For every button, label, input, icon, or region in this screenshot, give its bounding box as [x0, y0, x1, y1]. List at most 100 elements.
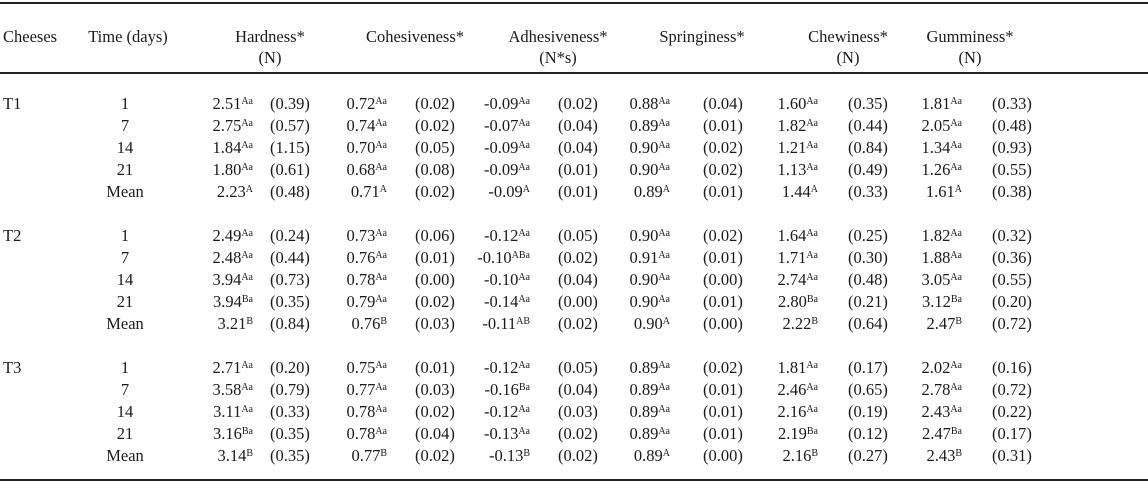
value-number: 1.84 — [212, 138, 242, 157]
std-deviation: (0.84) — [270, 314, 310, 333]
mean-value: -0.09Aa — [484, 159, 530, 181]
std-deviation: (0.33) — [848, 182, 888, 201]
time-cell: 1 — [120, 358, 130, 377]
std-deviation: (0.05) — [558, 226, 598, 245]
table-row: 14 3.94Aa (0.73) 0.78Aa (0.00) -0.10Aa (0.04) 0… — [0, 269, 1148, 291]
table-row: Mean 2.23A (0.48) 0.71A (0.02) -0.09A (0.01) 0.… — [0, 181, 1148, 203]
significance-superscript: Aa — [658, 404, 670, 415]
mean-value: 1.82Aa — [921, 225, 962, 247]
value-number: 0.75 — [346, 358, 376, 377]
significance-superscript: Aa — [241, 360, 253, 371]
mean-value: 3.11Aa — [213, 401, 253, 423]
time-cell: 14 — [116, 138, 134, 157]
std-deviation: (0.49) — [848, 160, 888, 179]
std-deviation: (0.01) — [415, 248, 455, 267]
std-deviation: (0.01) — [703, 116, 743, 135]
mean-value: 0.90Aa — [629, 137, 670, 159]
mean-value: 0.91Aa — [629, 247, 670, 269]
table-header-rule — [0, 72, 1148, 74]
significance-superscript: Aa — [806, 272, 818, 283]
mean-value: 0.90Aa — [629, 291, 670, 313]
significance-superscript: Aa — [375, 426, 387, 437]
significance-superscript: Aa — [950, 360, 962, 371]
value-number: 2.02 — [921, 358, 951, 377]
value-number: 3.58 — [212, 380, 242, 399]
std-deviation: (0.79) — [270, 380, 310, 399]
significance-superscript: Aa — [375, 162, 387, 173]
std-deviation: (0.57) — [270, 116, 310, 135]
value-number: 2.43 — [921, 402, 951, 421]
value-number: 3.21 — [217, 314, 247, 333]
mean-value: 2.16B — [782, 445, 818, 467]
significance-superscript: Aa — [658, 250, 670, 261]
mean-value: 3.12Ba — [922, 291, 962, 313]
std-deviation: (0.03) — [415, 314, 455, 333]
significance-superscript: Aa — [806, 382, 818, 393]
value-number: 0.74 — [346, 116, 376, 135]
significance-superscript: Aa — [950, 382, 962, 393]
column-header-label: Hardness* — [235, 27, 305, 46]
std-deviation: (0.03) — [558, 402, 598, 421]
mean-value: -0.09Aa — [484, 137, 530, 159]
value-number: 0.90 — [629, 160, 659, 179]
significance-superscript: Aa — [518, 426, 530, 437]
std-deviation: (0.02) — [415, 94, 455, 113]
value-number: 1.88 — [921, 248, 951, 267]
significance-superscript: Aa — [518, 228, 530, 239]
value-number: 2.23 — [216, 182, 246, 201]
std-deviation: (0.64) — [848, 314, 888, 333]
significance-superscript: Aa — [375, 294, 387, 305]
std-deviation: (0.02) — [415, 402, 455, 421]
time-cell: 1 — [120, 226, 130, 245]
value-number: 0.89 — [629, 358, 659, 377]
std-deviation: (0.02) — [703, 226, 743, 245]
time-cell: Mean — [106, 182, 144, 201]
std-deviation: (0.22) — [992, 402, 1032, 421]
value-number: 0.90 — [629, 270, 659, 289]
std-deviation: (0.35) — [848, 94, 888, 113]
value-number: -0.07 — [483, 116, 519, 135]
significance-superscript: Aa — [658, 382, 670, 393]
std-deviation: (0.93) — [992, 138, 1032, 157]
value-number: 0.78 — [346, 402, 376, 421]
significance-superscript: Aa — [658, 162, 670, 173]
mean-value: 0.78Aa — [346, 401, 387, 423]
std-deviation: (0.48) — [848, 270, 888, 289]
value-number: 0.88 — [629, 94, 659, 113]
std-deviation: (0.35) — [270, 424, 310, 443]
significance-superscript: B — [523, 448, 530, 459]
value-number: -0.09 — [488, 182, 523, 201]
mean-value: -0.13Aa — [484, 423, 530, 445]
value-number: 1.82 — [777, 116, 807, 135]
time-cell: 1 — [120, 94, 130, 113]
mean-value: 2.74Aa — [777, 269, 818, 291]
value-number: 3.14 — [217, 446, 247, 465]
value-number: -0.12 — [483, 226, 519, 245]
std-deviation: (0.02) — [558, 446, 598, 465]
significance-superscript: Aa — [806, 140, 818, 151]
value-number: 0.77 — [351, 446, 381, 465]
std-deviation: (0.35) — [270, 292, 310, 311]
std-deviation: (0.02) — [558, 94, 598, 113]
table-row: Mean 3.21B (0.84) 0.76B (0.03) -0.11AB (0.02) 0… — [0, 313, 1148, 335]
value-number: 1.82 — [921, 226, 951, 245]
mean-value: 2.19Ba — [778, 423, 818, 445]
mean-value: 0.73Aa — [346, 225, 387, 247]
significance-superscript: Aa — [950, 140, 962, 151]
mean-value: 0.76B — [351, 313, 387, 335]
significance-superscript: Aa — [375, 404, 387, 415]
mean-value: 2.23A — [217, 181, 253, 203]
cheese-group-label: T1 — [3, 94, 22, 113]
std-deviation: (0.17) — [848, 358, 888, 377]
column-header-unit: (N) — [836, 48, 860, 67]
significance-superscript: Aa — [518, 360, 530, 371]
table-bottom-rule — [0, 479, 1148, 481]
time-cell: 14 — [116, 270, 134, 289]
table-row: 21 3.94Ba (0.35) 0.79Aa (0.02) -0.14Aa (0.00) 0… — [0, 291, 1148, 313]
value-number: 2.16 — [777, 402, 807, 421]
std-deviation: (0.65) — [848, 380, 888, 399]
mean-value: 0.90Aa — [629, 225, 670, 247]
table-row: T2 1 2.49Aa (0.24) 0.73Aa (0.06) -0.12Aa (0.05)… — [0, 225, 1148, 247]
significance-superscript: Aa — [375, 272, 387, 283]
std-deviation: (0.20) — [992, 292, 1032, 311]
